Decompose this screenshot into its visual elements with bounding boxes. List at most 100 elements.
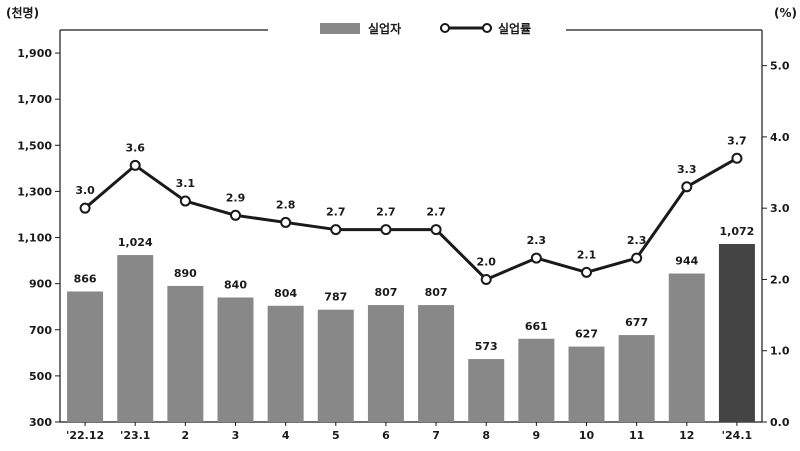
- plot-frame: [59, 29, 763, 423]
- bar: [718, 243, 755, 422]
- x-tick-label: 11: [629, 429, 644, 442]
- rate-value-label: 2.0: [476, 255, 496, 268]
- bar: [518, 338, 555, 422]
- bar-value-label: 804: [274, 287, 297, 300]
- rate-value-label: 2.3: [627, 234, 647, 247]
- right-axis-unit: (%): [774, 6, 797, 20]
- bar-value-label: 807: [425, 286, 448, 299]
- rate-value-label: 2.8: [276, 198, 296, 211]
- left-tick-label: 1,100: [17, 232, 52, 245]
- rate-point: [79, 202, 91, 214]
- x-tick-label: 7: [432, 429, 440, 442]
- bar: [117, 255, 154, 422]
- legend-line-label: 실업률: [498, 21, 531, 36]
- rate-point: [631, 252, 643, 264]
- x-tick-label: '22.12: [66, 429, 104, 442]
- left-tick-label: 500: [29, 370, 52, 383]
- left-axis-ticks: 300 500 700 900 1,100 1,300 1,500 1,700 1,900: [17, 47, 60, 429]
- x-tick-label: 3: [232, 429, 240, 442]
- bar: [217, 297, 254, 422]
- bar-value-label: 677: [625, 316, 648, 329]
- x-tick-label: '23.1: [120, 429, 151, 442]
- rate-point: [530, 252, 542, 264]
- x-tick-label: 10: [579, 429, 595, 442]
- rate-point: [129, 159, 141, 171]
- bar-value-label: 661: [525, 320, 548, 333]
- bar-value-label: 787: [324, 291, 347, 304]
- rate-point: [480, 273, 492, 285]
- bar: [418, 305, 455, 422]
- bar-value-label: 944: [675, 255, 698, 268]
- left-axis-unit: (천명): [6, 5, 39, 20]
- rate-point: [731, 152, 743, 164]
- bar-value-label: 627: [575, 328, 598, 341]
- rate-point: [380, 224, 392, 236]
- rate-value-label: 3.7: [727, 134, 747, 147]
- bar: [367, 305, 404, 422]
- rate-value-label: 3.0: [75, 184, 95, 197]
- bar: [468, 359, 505, 422]
- left-tick-label: 1,700: [17, 93, 52, 106]
- bar-value-label: 840: [224, 278, 247, 291]
- bar: [167, 285, 204, 422]
- rate-value-label: 2.7: [326, 206, 346, 219]
- legend-bar-label: 실업자: [368, 21, 401, 36]
- bar-data-labels: 866 1,024 890 840 804 787 807 807 573 661 627 677 94…: [74, 225, 755, 353]
- rate-value-label: 2.3: [527, 234, 547, 247]
- rate-value-label: 3.6: [125, 141, 145, 154]
- bar-value-label: 890: [174, 267, 197, 280]
- right-tick-label: 4.0: [770, 131, 790, 144]
- line-series: [79, 152, 743, 285]
- left-tick-label: 1,300: [17, 185, 52, 198]
- bar-value-label: 807: [374, 286, 397, 299]
- bar: [67, 291, 104, 422]
- right-axis-ticks: 0.0 1.0 2.0 3.0 4.0 5.0: [762, 60, 790, 429]
- bar: [568, 346, 605, 422]
- bar-series: [67, 243, 755, 422]
- x-tick-label: 5: [332, 429, 340, 442]
- bar-value-label: 573: [475, 340, 498, 353]
- legend-marker-right: [482, 23, 492, 33]
- rate-value-label: 2.1: [577, 248, 597, 261]
- rate-line: [84, 156, 738, 281]
- left-tick-label: 1,500: [17, 139, 52, 152]
- rate-point: [179, 195, 191, 207]
- right-tick-label: 3.0: [770, 202, 790, 215]
- rate-point: [330, 224, 342, 236]
- x-tick-label: 8: [482, 429, 490, 442]
- right-tick-label: 5.0: [770, 60, 790, 73]
- bar-value-label: 1,024: [118, 236, 153, 249]
- right-tick-label: 1.0: [770, 345, 790, 358]
- bar: [668, 273, 705, 422]
- legend-marker-left: [440, 23, 450, 33]
- rate-point: [280, 216, 292, 228]
- x-tick-label: '24.1: [722, 429, 753, 442]
- rate-value-label: 2.9: [226, 191, 246, 204]
- x-tick-label: 4: [282, 429, 290, 442]
- right-tick-label: 2.0: [770, 273, 790, 286]
- legend: 실업자 실업률: [320, 21, 531, 36]
- x-axis-ticks: '22.12 '23.1 2 3 4 5 6 7 8 9 10 11 12 '24.1: [66, 422, 752, 442]
- bar: [267, 305, 304, 422]
- bar-value-label: 866: [74, 272, 97, 285]
- rate-point: [681, 181, 693, 193]
- rate-point: [230, 209, 241, 221]
- x-tick-label: 6: [382, 429, 390, 442]
- bar: [317, 309, 354, 422]
- x-tick-label: 9: [533, 429, 541, 442]
- bar: [618, 335, 655, 422]
- left-tick-label: 1,900: [17, 47, 52, 60]
- legend-bar-swatch: [320, 23, 360, 34]
- rate-value-label: 2.7: [426, 206, 446, 219]
- rate-point: [581, 266, 592, 278]
- left-tick-label: 700: [29, 324, 52, 337]
- rate-value-label: 2.7: [376, 206, 396, 219]
- rate-value-label: 3.1: [176, 177, 196, 190]
- right-tick-label: 0.0: [770, 416, 790, 429]
- line-data-labels: 3.0 3.6 3.1 2.9 2.8 2.7 2.7 2.7 2.0 2.3 2.1 2.3 3.3 3…: [75, 134, 746, 268]
- x-tick-label: 12: [679, 429, 694, 442]
- bar-value-label: 1,072: [720, 225, 755, 238]
- left-tick-label: 900: [29, 278, 52, 291]
